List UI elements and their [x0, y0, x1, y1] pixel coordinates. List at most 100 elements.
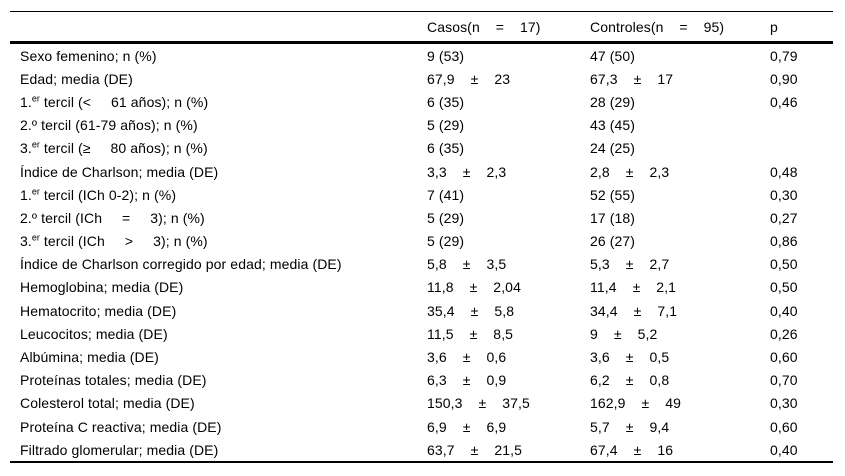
cell-controles: 52 (55) — [590, 186, 636, 203]
cell-casos: 6 (35) — [427, 93, 465, 110]
row-label-text: 3. — [20, 233, 32, 250]
row-label-text: 2.º tercil (ICh = 3); n (%) — [20, 209, 205, 226]
baseline-characteristics-table: Casos(n = 17) Controles(n = 95) p Sexo f… — [10, 11, 833, 464]
table-row: 2.º tercil (ICh = 3); n (%) 5 (29) 17 (18)… — [10, 206, 833, 229]
row-label: Filtrado glomerular; media (DE) — [10, 442, 427, 458]
table-row: Índice de Charlson corregido por edad; m… — [10, 253, 833, 276]
row-label-text: Sexo femenino; n (%) — [20, 47, 157, 64]
cell-p-value: 0,79 — [770, 47, 798, 64]
row-label-text: Edad; media (DE) — [20, 70, 133, 87]
table-row: 2.º tercil (61-79 años); n (%) 5 (29) 43 (… — [10, 114, 833, 137]
cell-controles: 5,7 ± 9,4 — [590, 418, 670, 435]
cell-controles: 47 (50) — [590, 47, 636, 64]
row-label-text: Colesterol total; media (DE) — [20, 395, 195, 412]
row-label: 2.º tercil (ICh = 3); n (%) — [10, 210, 427, 226]
cell-controles: 3,6 ± 0,5 — [590, 349, 670, 366]
row-label: 3.er tercil (ICh > 3); n (%) — [10, 233, 427, 249]
row-label-text: Índice de Charlson corregido por edad; m… — [20, 256, 342, 273]
row-label-superscript: er — [31, 186, 40, 197]
cell-p-value: 0,30 — [770, 186, 798, 203]
table-row: Albúmina; media (DE) 3,6 ± 0,6 3,6 ± 0,5 0,… — [10, 345, 833, 368]
table-row: Filtrado glomerular; media (DE) 63,7 ± 21… — [10, 438, 833, 461]
cell-controles: 67,4 ± 16 — [590, 441, 674, 458]
row-label-text: Índice de Charlson; media (DE) — [20, 163, 219, 180]
table-row: 3.er tercil (≥ 80 años); n (%) 6 (35) 24 (… — [10, 137, 833, 160]
row-label-text: tercil (ICh 0-2); n (%) — [39, 186, 177, 203]
row-label-text: 1. — [20, 186, 32, 203]
cell-p-value: 0,40 — [770, 302, 798, 319]
row-label-superscript: er — [31, 232, 40, 243]
row-label-superscript: er — [31, 139, 40, 150]
cell-controles: 5,3 ± 2,7 — [590, 256, 670, 273]
cell-controles: 28 (29) — [590, 93, 636, 110]
cell-p-value: 0,26 — [770, 325, 798, 342]
row-label-text: Proteínas totales; media (DE) — [20, 372, 207, 389]
row-label: 3.er tercil (≥ 80 años); n (%) — [10, 140, 427, 156]
table-row: 3.er tercil (ICh > 3); n (%) 5 (29) 26 (27… — [10, 230, 833, 253]
cell-controles: 9 ± 5,2 — [590, 325, 658, 342]
cell-p-value: 0,90 — [770, 70, 798, 87]
row-label-text: 1. — [20, 93, 32, 110]
row-label: Leucocitos; media (DE) — [10, 326, 427, 342]
cell-casos: 63,7 ± 21,5 — [427, 441, 522, 458]
cell-p-value: 0,48 — [770, 163, 798, 180]
cell-casos: 3,3 ± 2,3 — [427, 163, 507, 180]
cell-controles: 34,4 ± 7,1 — [590, 302, 678, 319]
cell-p-value: 0,70 — [770, 372, 798, 389]
table-row: Hematocrito; media (DE) 35,4 ± 5,8 34,4 ± … — [10, 299, 833, 322]
cell-casos: 5 (29) — [427, 117, 465, 134]
table-row: Índice de Charlson; media (DE) 3,3 ± 2,3 2… — [10, 160, 833, 183]
table-row: Edad; media (DE) 67,9 ± 23 67,3 ± 17 0,90 — [10, 67, 833, 90]
cell-controles: 162,9 ± 49 — [590, 395, 682, 412]
row-label: Proteínas totales; media (DE) — [10, 372, 427, 388]
table-row: Leucocitos; media (DE) 11,5 ± 8,5 9 ± 5,2 0… — [10, 322, 833, 345]
cell-controles: 24 (25) — [590, 140, 636, 157]
cell-casos: 9 (53) — [427, 47, 465, 64]
header-p-value: p — [770, 18, 778, 35]
row-label-text: tercil (< 61 años); n (%) — [39, 93, 209, 110]
table-row: Sexo femenino; n (%) 9 (53) 47 (50) 0,79 — [10, 44, 833, 67]
cell-p-value: 0,40 — [770, 441, 798, 458]
row-label: Índice de Charlson corregido por edad; m… — [10, 256, 427, 272]
header-casos: Casos(n = 17) — [427, 18, 541, 35]
cell-casos: 5 (29) — [427, 233, 465, 250]
row-label-text: Albúmina; media (DE) — [20, 349, 159, 366]
row-label-text: tercil (ICh > 3); n (%) — [39, 233, 208, 250]
row-label: Hematocrito; media (DE) — [10, 303, 427, 319]
cell-controles: 17 (18) — [590, 209, 636, 226]
cell-controles: 26 (27) — [590, 233, 636, 250]
cell-casos: 150,3 ± 37,5 — [427, 395, 530, 412]
cell-casos: 11,8 ± 2,04 — [427, 279, 521, 296]
cell-casos: 7 (41) — [427, 186, 465, 203]
row-label: Colesterol total; media (DE) — [10, 395, 427, 411]
cell-casos: 3,6 ± 0,6 — [427, 349, 507, 366]
row-label-text: Proteína C reactiva; media (DE) — [20, 418, 222, 435]
row-label-text: 2.º tercil (61-79 años); n (%) — [20, 117, 198, 134]
table-row: Proteína C reactiva; media (DE) 6,9 ± 6,9… — [10, 415, 833, 438]
row-label-text: tercil (≥ 80 años); n (%) — [39, 140, 208, 157]
row-label-text: Filtrado glomerular; media (DE) — [20, 441, 219, 458]
row-label: Proteína C reactiva; media (DE) — [10, 419, 427, 435]
cell-casos: 5 (29) — [427, 209, 465, 226]
cell-p-value: 0,30 — [770, 395, 798, 412]
cell-controles: 43 (45) — [590, 117, 636, 134]
cell-controles: 2,8 ± 2,3 — [590, 163, 670, 180]
header-controles: Controles(n = 95) — [590, 18, 725, 35]
cell-casos: 6 (35) — [427, 140, 465, 157]
cell-casos: 35,4 ± 5,8 — [427, 302, 515, 319]
cell-casos: 5,8 ± 3,5 — [427, 256, 507, 273]
cell-controles: 6,2 ± 0,8 — [590, 372, 670, 389]
table-row: 1.er tercil (ICh 0-2); n (%) 7 (41) 52 (55… — [10, 183, 833, 206]
row-label: Edad; media (DE) — [10, 71, 427, 87]
table-row: Colesterol total; media (DE) 150,3 ± 37,5… — [10, 392, 833, 415]
table-body: Sexo femenino; n (%) 9 (53) 47 (50) 0,79 Eda… — [10, 44, 833, 464]
cell-casos: 6,9 ± 6,9 — [427, 418, 507, 435]
table-header: Casos(n = 17) Controles(n = 95) p — [10, 12, 833, 44]
table-row: Proteínas totales; media (DE) 6,3 ± 0,9 6,… — [10, 369, 833, 392]
row-label: Hemoglobina; media (DE) — [10, 279, 427, 295]
cell-casos: 6,3 ± 0,9 — [427, 372, 507, 389]
row-label-text: Hemoglobina; media (DE) — [20, 279, 184, 296]
row-label-text: Hematocrito; media (DE) — [20, 302, 177, 319]
row-label-text: 3. — [20, 140, 32, 157]
